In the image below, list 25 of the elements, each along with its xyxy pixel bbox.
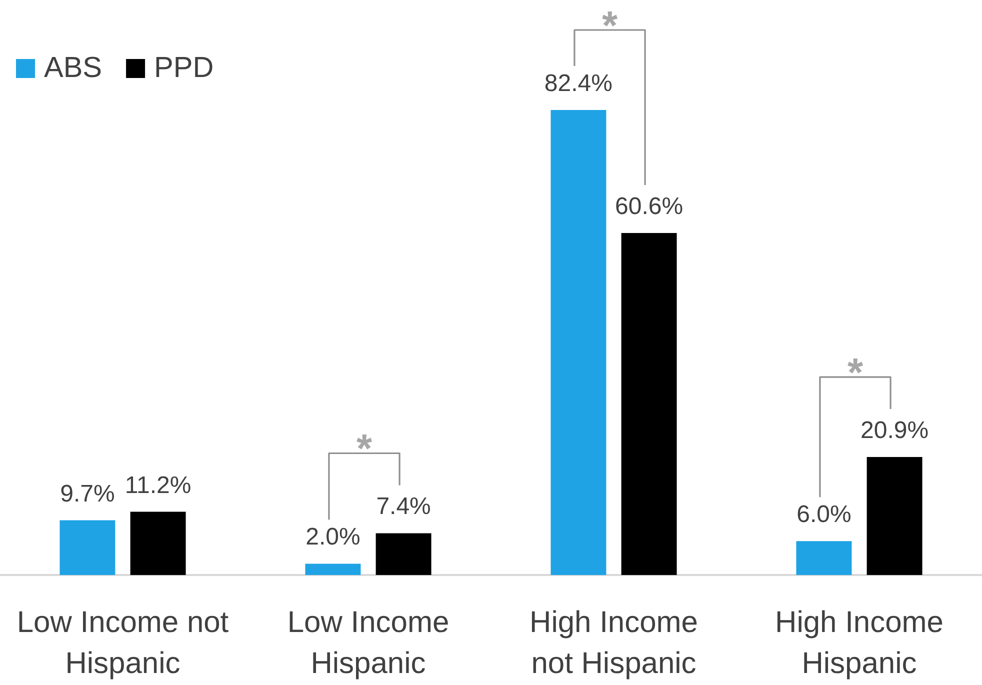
data-label: 2.0% [306, 524, 360, 551]
bar [621, 233, 677, 575]
bar [130, 512, 186, 575]
bar [60, 520, 116, 575]
bar [796, 541, 852, 575]
bar [550, 110, 606, 575]
x-tick-label: Low Income Hispanic [287, 606, 450, 680]
x-tick-label: Low Income not Hispanic [16, 606, 230, 680]
data-label: 60.6% [615, 193, 684, 220]
legend-label: PPD [154, 52, 214, 84]
data-label: 11.2% [124, 472, 192, 499]
bar [866, 457, 922, 575]
x-tick-label: High Income Hispanic [775, 606, 944, 680]
data-label: 20.9% [860, 417, 929, 444]
data-label: 9.7% [60, 480, 115, 508]
data-label: 82.4% [544, 70, 612, 97]
bar [305, 564, 361, 575]
data-label: 7.4% [376, 493, 431, 520]
data-label: 6.0% [796, 501, 852, 528]
annotation: * [847, 351, 864, 396]
annotation: * [356, 427, 372, 472]
bar [376, 533, 432, 575]
legend-label: ABS [44, 52, 102, 84]
text: * [602, 4, 618, 48]
x-tick-label: High Income not Hispanic [530, 606, 698, 680]
